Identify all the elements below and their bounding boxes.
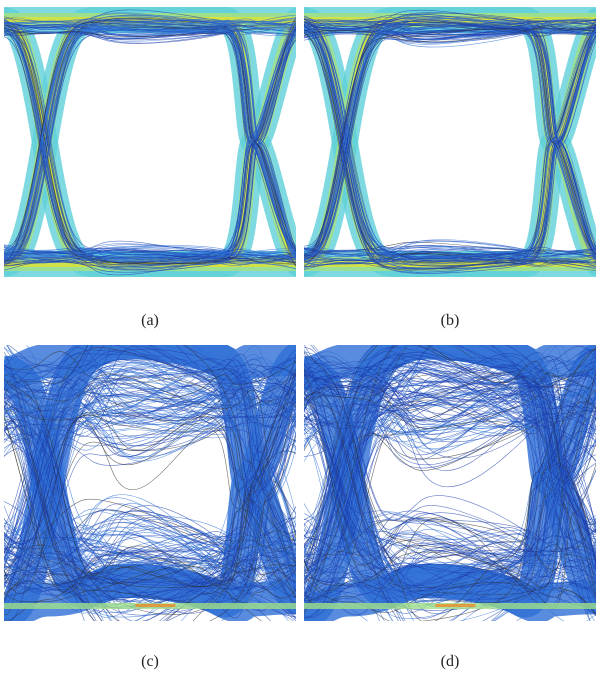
- eye-diagram-c-plot: [4, 345, 296, 621]
- eye-diagram-d: [304, 345, 596, 621]
- eye-diagram-b: [304, 4, 596, 280]
- eye-diagram-b-plot: [304, 4, 596, 280]
- caption-c: (c): [141, 653, 159, 670]
- caption-b: (b): [440, 312, 460, 329]
- eye-diagram-c: [4, 345, 296, 621]
- caption-a: (a): [141, 312, 159, 329]
- eye-diagram-a: [4, 4, 296, 280]
- caption-d: (d): [440, 653, 460, 670]
- eye-diagram-a-plot: [4, 4, 296, 280]
- eye-diagram-d-plot: [304, 345, 596, 621]
